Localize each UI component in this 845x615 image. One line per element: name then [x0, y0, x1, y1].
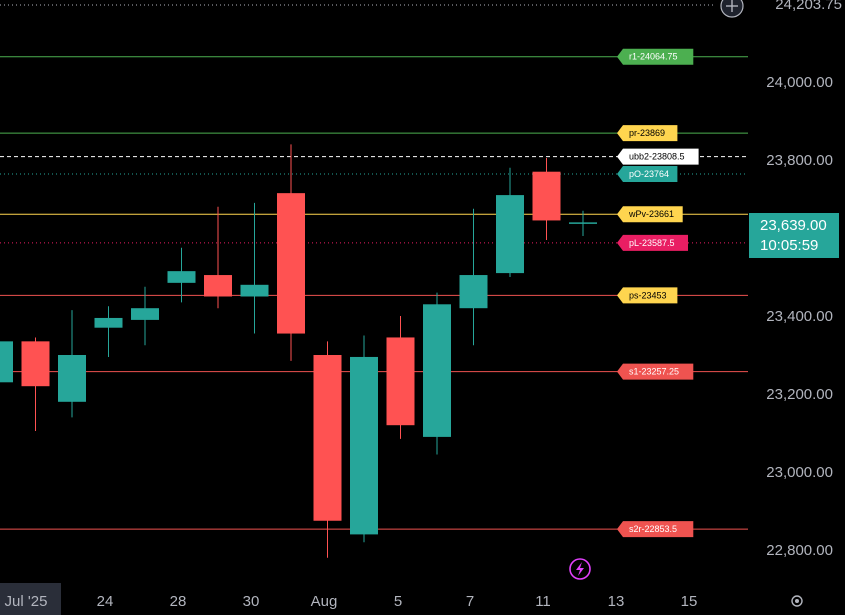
candle	[240, 202, 269, 334]
level-badge-label: r1-24064.75	[629, 52, 678, 62]
level-badges-layer: r1-24064.75 pr-23869 ubb2-23808.5 pO-23764 w…	[617, 48, 699, 538]
x-tick-label: 13	[608, 593, 625, 610]
time-axis[interactable]: Jul '25 24 28 30 Aug 5 7 11 13 15	[0, 583, 697, 615]
settings-gear-icon[interactable]	[791, 595, 803, 607]
candle	[459, 208, 488, 346]
level-badge-shape	[617, 48, 694, 65]
candle-body	[532, 171, 561, 221]
candle-body	[94, 317, 123, 328]
candle-body	[58, 355, 86, 402]
x-tick-label: 7	[466, 593, 474, 610]
candle-body	[350, 356, 378, 535]
y-tick-label: 23,200.00	[766, 386, 833, 403]
candle-body	[313, 355, 342, 521]
candle	[167, 247, 196, 303]
x-tick-label: 15	[681, 593, 698, 610]
x-tick-label: 30	[243, 593, 260, 610]
x-tick-label: 11	[535, 593, 551, 610]
candle-body	[240, 284, 269, 297]
candle-body	[496, 195, 524, 274]
y-tick-label: 23,400.00	[766, 308, 833, 325]
candle-body	[459, 275, 488, 309]
level-badge-shape	[617, 206, 683, 223]
y-tick-label: 23,000.00	[766, 464, 833, 481]
candle	[569, 210, 597, 237]
level-badge: ubb2-23808.5	[617, 148, 699, 165]
last-price-badge: 23,639.00 10:05:59	[749, 213, 839, 258]
countdown-timer: 10:05:59	[760, 237, 818, 254]
x-tick-label: Aug	[311, 593, 338, 610]
candle-body	[0, 341, 13, 383]
level-badge-shape	[617, 287, 678, 304]
candles-layer	[0, 144, 597, 558]
level-badge-label: ps-23453	[629, 290, 667, 300]
x-tick-label: 28	[170, 593, 187, 610]
level-badge-label: ubb2-23808.5	[629, 152, 685, 162]
level-badge-shape	[617, 363, 694, 380]
level-badge-label: s2r-22853.5	[629, 524, 677, 534]
x-tick-label: 24	[97, 593, 114, 610]
candle-body	[423, 304, 451, 437]
candle-body	[167, 271, 196, 283]
level-badge: r1-24064.75	[617, 48, 694, 65]
level-badge: s2r-22853.5	[617, 521, 694, 538]
candle	[58, 310, 86, 418]
level-badge: pr-23869	[617, 125, 678, 142]
last-price-value: 23,639.00	[760, 217, 827, 234]
top-price-label: 24,203.75	[775, 0, 842, 13]
candle	[423, 292, 451, 455]
price-axis[interactable]: 24,203.75 24,000.00 23,800.00 23,400.00 23,…	[720, 0, 842, 559]
candle-body	[21, 341, 50, 387]
candle-body	[386, 337, 415, 426]
candle-body	[131, 308, 159, 320]
level-badge-shape	[617, 125, 678, 142]
level-badge-label: s1-23257.25	[629, 367, 679, 377]
candle	[277, 144, 305, 361]
candle-body	[277, 193, 305, 334]
crosshair-plus-icon[interactable]	[720, 0, 744, 18]
candle	[204, 206, 232, 309]
level-badge-shape	[617, 148, 699, 165]
level-badge: wPv-23661	[617, 206, 683, 223]
lightning-icon[interactable]	[569, 558, 591, 580]
candle	[496, 167, 524, 277]
candle	[131, 286, 159, 346]
x-tick-label: 5	[394, 593, 402, 610]
y-tick-label: 22,800.00	[766, 542, 833, 559]
candle	[532, 158, 561, 240]
candle-body	[204, 275, 232, 297]
level-badge-label: pL-23587.5	[629, 238, 675, 248]
y-tick-label: 24,000.00	[766, 74, 833, 91]
level-badge-shape	[617, 521, 694, 538]
candle	[0, 341, 13, 383]
level-badge-shape	[617, 234, 688, 251]
candle	[313, 341, 342, 558]
x-axis-highlight	[0, 583, 61, 615]
y-tick-labels: 24,000.00 23,800.00 23,400.00 23,200.00 23,0…	[766, 74, 833, 559]
level-badge: pL-23587.5	[617, 234, 688, 251]
level-badge-shape	[617, 166, 678, 183]
level-badge: ps-23453	[617, 287, 678, 304]
level-badge: s1-23257.25	[617, 363, 694, 380]
level-badge: pO-23764	[617, 166, 678, 183]
candle	[350, 335, 378, 543]
y-tick-label: 23,800.00	[766, 152, 833, 169]
level-badge-label: wPv-23661	[628, 209, 674, 219]
candle	[21, 337, 50, 432]
candle	[386, 316, 415, 439]
x-tick-label: Jul '25	[5, 593, 48, 610]
level-badge-label: pr-23869	[629, 128, 665, 138]
candle	[94, 306, 123, 357]
level-badge-label: pO-23764	[629, 169, 669, 179]
